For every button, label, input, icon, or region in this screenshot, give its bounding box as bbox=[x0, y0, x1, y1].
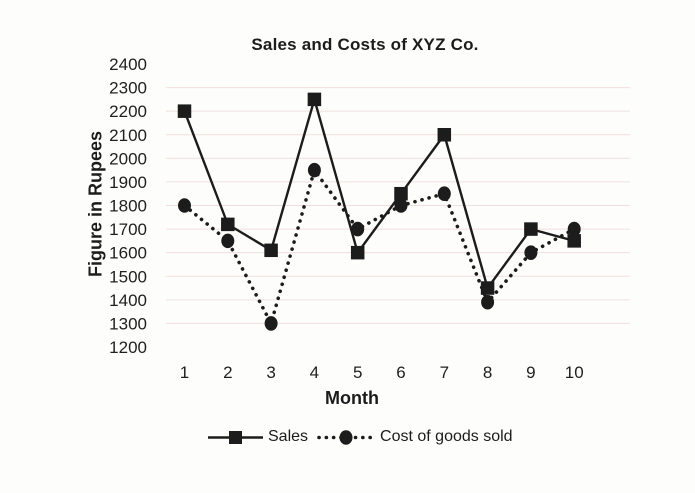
y-tick-label: 1300 bbox=[109, 314, 147, 333]
cost-of-goods-sold-line bbox=[182, 166, 577, 329]
sales-point bbox=[480, 281, 495, 295]
sales-point bbox=[350, 245, 365, 260]
y-tick-label: 2200 bbox=[109, 102, 147, 121]
cost-of-goods-sold-point bbox=[264, 316, 278, 331]
x-tick-label: 8 bbox=[483, 363, 492, 382]
y-tick-label: 1600 bbox=[109, 244, 147, 263]
sales-point bbox=[177, 104, 192, 118]
x-tick-label: 1 bbox=[180, 363, 189, 382]
legend-label-sales: Sales bbox=[268, 428, 309, 445]
y-tick-label: 1400 bbox=[109, 291, 147, 310]
cost-of-goods-sold-point bbox=[178, 198, 191, 213]
y-tick-label: 2300 bbox=[109, 79, 147, 98]
chart-title: Sales and Costs of XYZ Co. bbox=[251, 35, 479, 54]
cost-of-goods-sold-line-swatch-icon bbox=[317, 429, 375, 445]
y-tick-label: 2000 bbox=[109, 149, 147, 168]
y-tick-label: 1800 bbox=[109, 197, 147, 216]
sales-point bbox=[264, 243, 278, 258]
sales-point bbox=[307, 92, 322, 107]
sales-point bbox=[437, 128, 452, 142]
cost-of-goods-sold-point bbox=[567, 221, 581, 237]
cost-of-goods-sold-point bbox=[307, 162, 321, 178]
legend-item-sales: Sales bbox=[208, 428, 308, 446]
x-tick-label: 3 bbox=[266, 363, 275, 382]
y-tick-label: 2400 bbox=[109, 55, 147, 74]
legend-label-cost-of-goods-sold: Cost of goods sold bbox=[380, 428, 513, 445]
cost-of-goods-sold-point bbox=[351, 221, 365, 237]
sales-line bbox=[183, 94, 575, 291]
x-tick-label: 10 bbox=[565, 363, 584, 382]
y-tick-label: 1200 bbox=[109, 338, 147, 357]
x-tick-label: 2 bbox=[223, 363, 232, 382]
cost-of-goods-sold-point bbox=[481, 294, 495, 310]
sales-point bbox=[221, 217, 235, 232]
y-tick-label: 1700 bbox=[109, 220, 147, 239]
x-tick-label: 9 bbox=[526, 363, 535, 382]
cost-of-goods-sold-point bbox=[221, 233, 235, 249]
sales-point bbox=[524, 222, 538, 236]
x-tick-label: 4 bbox=[310, 363, 319, 382]
legend: Sales Cost of goods sold bbox=[208, 428, 513, 446]
x-tick-label: 7 bbox=[440, 363, 449, 382]
y-tick-label: 1900 bbox=[109, 173, 147, 192]
sales-line-swatch-icon bbox=[208, 430, 263, 444]
x-tick-label: 6 bbox=[396, 363, 405, 382]
legend-item-cost-of-goods-sold: Cost of goods sold bbox=[317, 428, 513, 446]
y-tick-label: 1500 bbox=[109, 267, 147, 286]
x-tick-label: 5 bbox=[353, 363, 362, 382]
cost-of-goods-sold-point bbox=[437, 186, 451, 202]
x-axis-label: Month bbox=[325, 388, 379, 408]
sales-point bbox=[394, 186, 408, 201]
sales-point bbox=[567, 234, 581, 248]
cost-of-goods-sold-point bbox=[394, 198, 408, 213]
cost-of-goods-sold-point bbox=[524, 245, 538, 260]
y-tick-label: 2100 bbox=[109, 126, 147, 145]
